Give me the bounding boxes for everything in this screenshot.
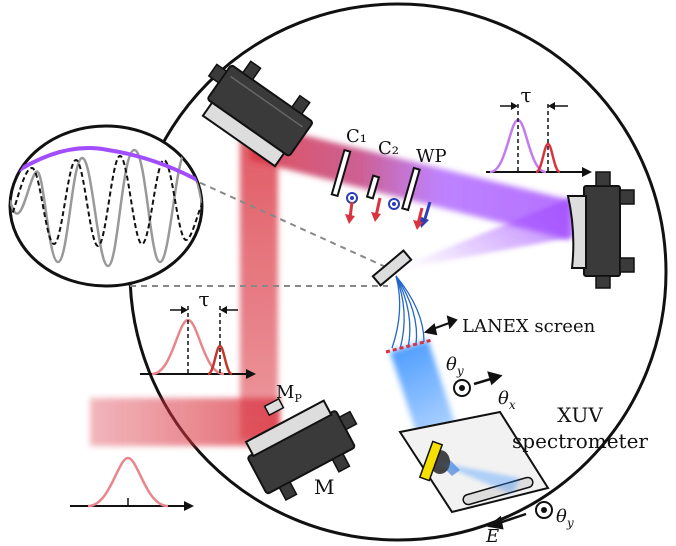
tau-top-label: τ [520,83,531,107]
polarization-markers [345,192,432,230]
label-spectrometer: spectrometer [512,429,648,453]
pickoff-mirror-mp [263,397,285,417]
theta-y-rotation-icon-2 [535,501,553,519]
waveform-inset [8,124,204,288]
input-pulse [70,456,194,511]
mirror-m-mount [244,399,358,501]
lanex-screen [385,338,433,354]
label-c2: C₂ [378,138,399,159]
theta-x-arrow [473,371,503,386]
diffracted-xuv [436,462,520,494]
spectrometer-grating [398,410,550,514]
label-theta-x: θx [498,388,516,412]
label-lanex: LANEX screen [462,316,596,337]
label-xuv: XUV [557,403,603,427]
crystal-c2 [365,174,381,200]
label-c1: C₁ [346,126,367,147]
tau-left-label: τ [198,287,209,311]
energy-arrow [487,512,527,530]
focusing-mirror-mount [566,171,635,289]
crystal-c1 [330,148,352,198]
label-m: M [314,475,334,499]
lanex-arrow [423,315,458,336]
label-theta-y-bottom: θy [556,506,574,530]
upper-mirror-mount [201,60,313,168]
focused-beam [388,196,578,272]
label-energy: E [485,526,499,546]
pulse-pair-top [486,102,592,177]
plasma-target [371,249,413,287]
xuv-fan [391,275,425,350]
label-wp: WP [416,146,447,167]
theta-y-rotation-icon [453,379,471,397]
pulse-pair-left [140,306,256,379]
waveplate [401,166,421,212]
label-mp: MP [276,382,302,405]
vertical-laser-beam [240,130,278,440]
label-theta-y-top: θy [446,354,464,378]
